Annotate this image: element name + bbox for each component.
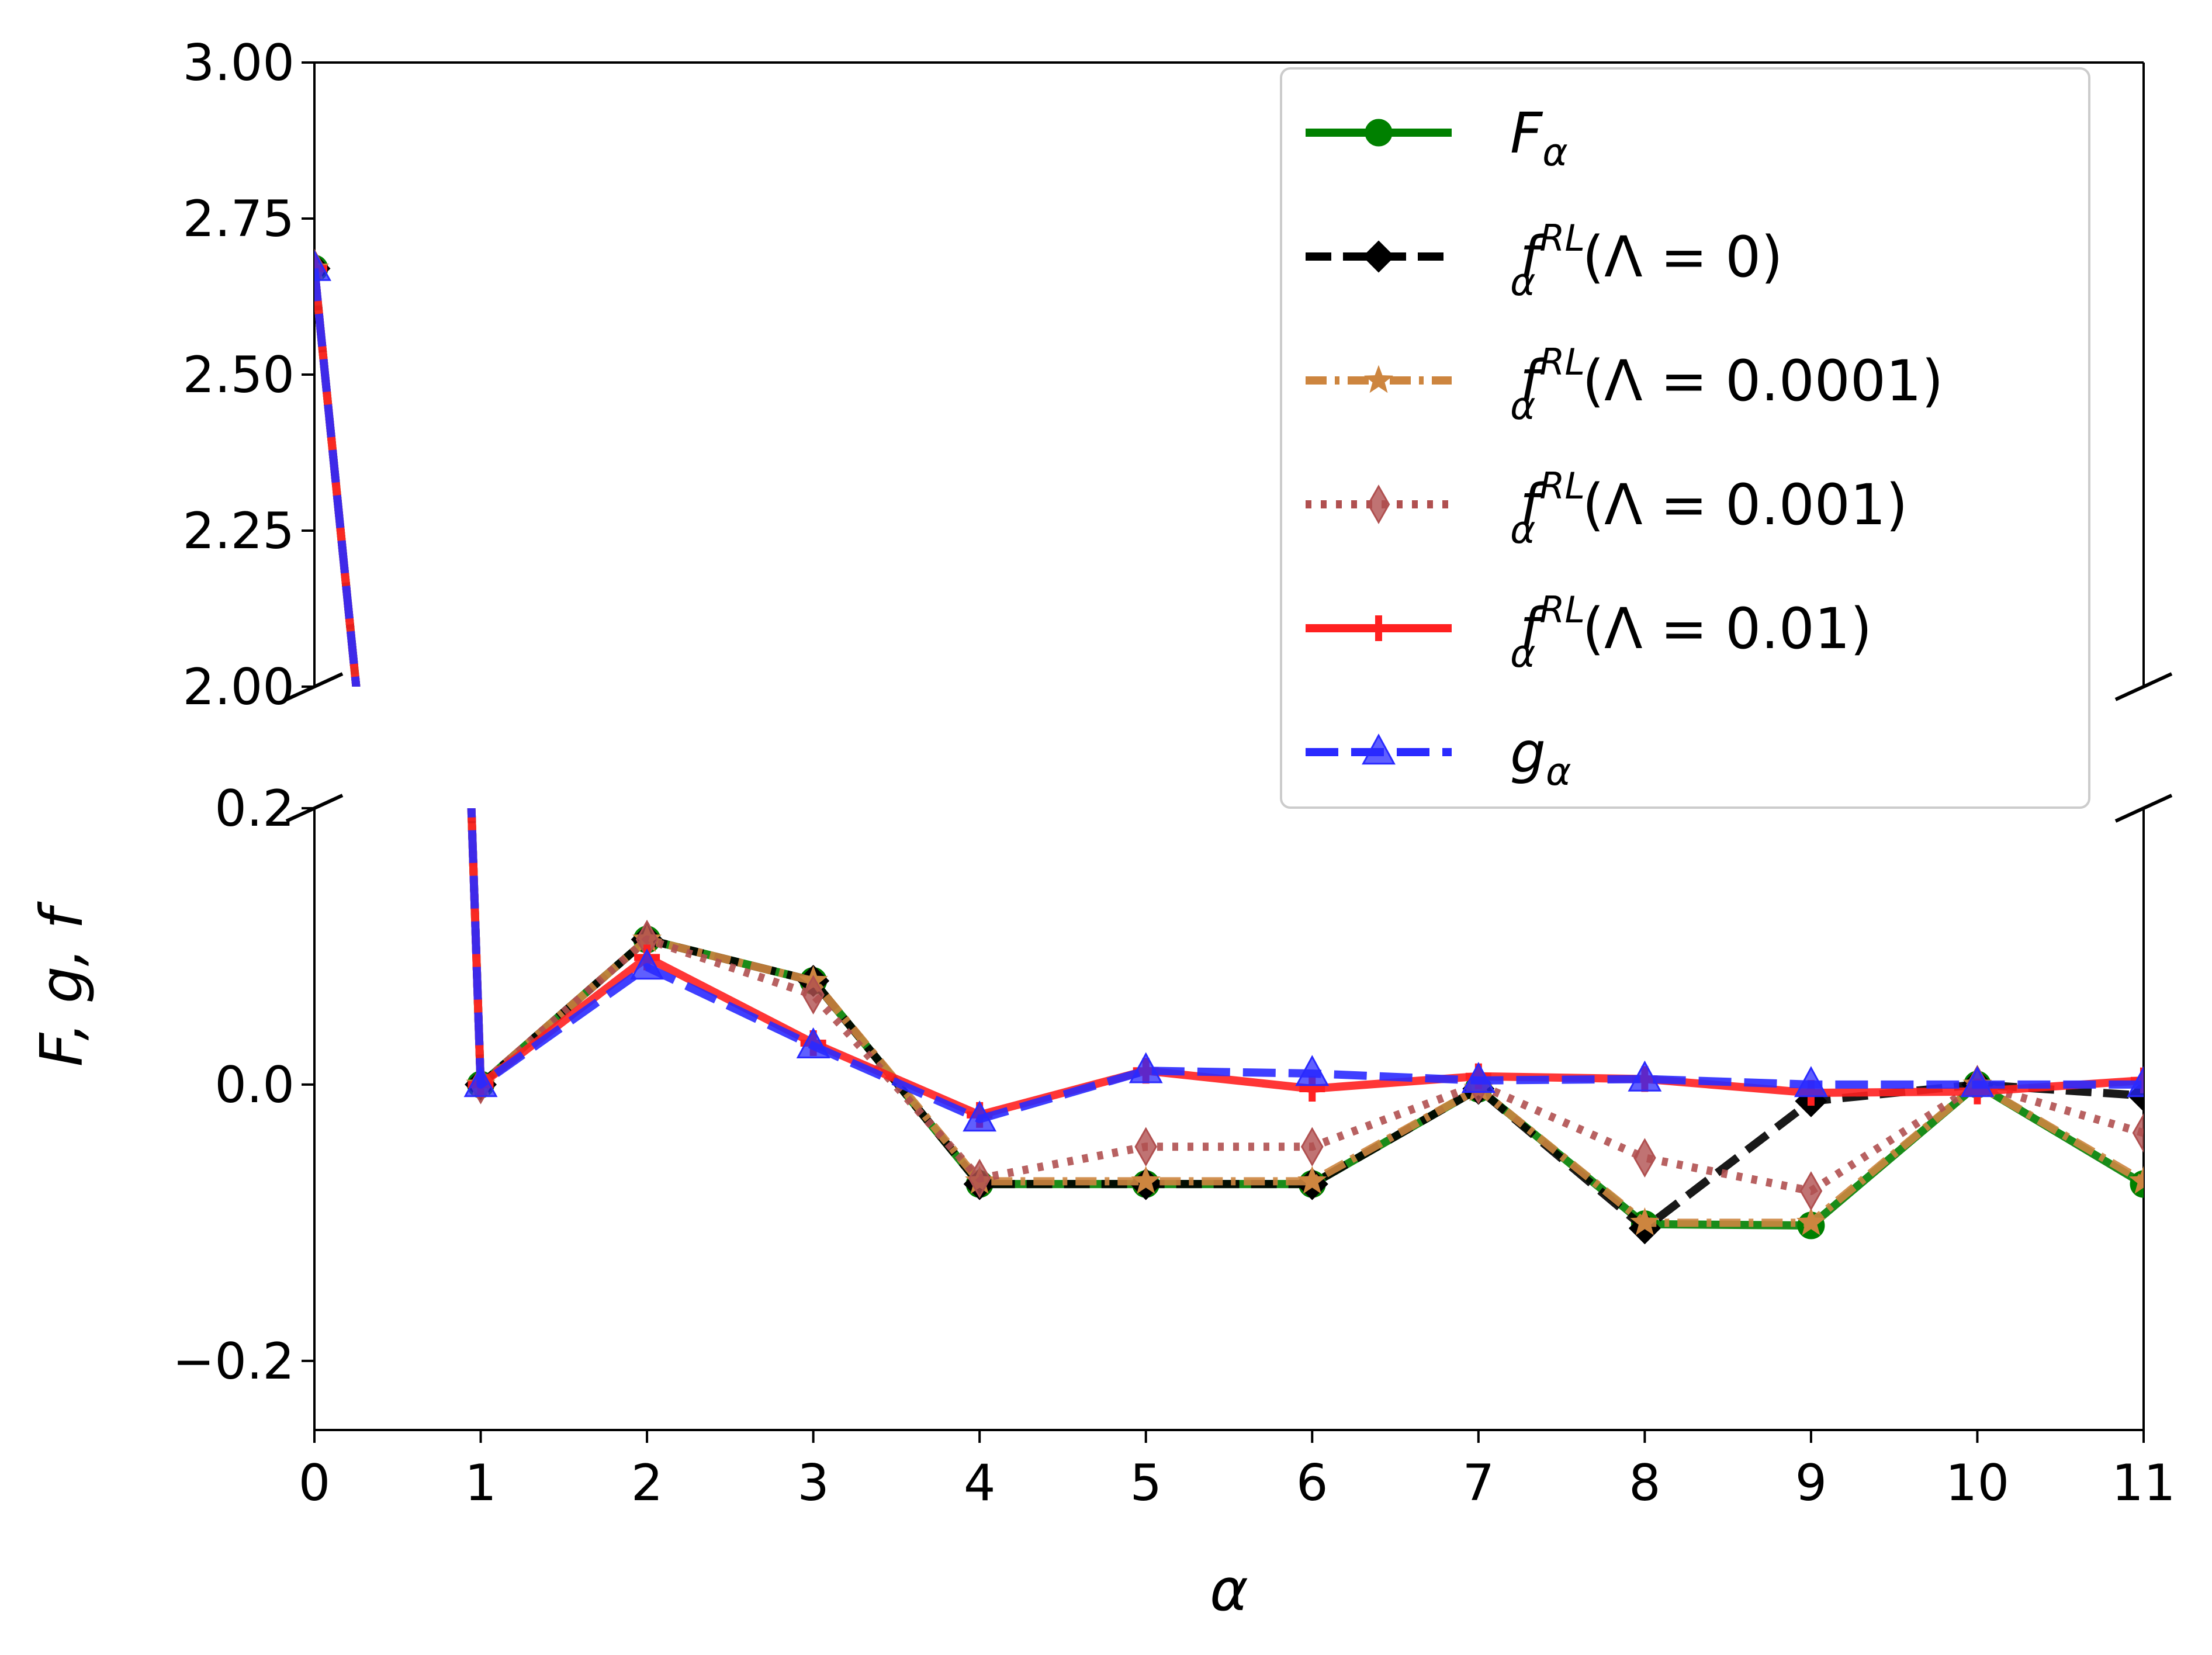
axis-labels: α F, g, f [27, 901, 1248, 1624]
series-2-point [1796, 1207, 1826, 1235]
y-tick-label: 2.00 [183, 658, 295, 716]
series-5-point [1295, 1055, 1330, 1086]
x-tick-label: 4 [964, 1454, 996, 1512]
y-tick-label: 2.25 [183, 502, 295, 560]
series-5-top [314, 250, 361, 687]
legend-label-sub: α [1546, 749, 1571, 794]
series-3-bottom [467, 808, 2144, 1211]
series-5-point [630, 948, 664, 980]
legend-sample-1 [1306, 240, 1452, 273]
series-5-point [1128, 1052, 1163, 1083]
series-5-bottom [463, 808, 2144, 1132]
legend-label-main: g [1510, 720, 1546, 785]
legend-sample-0 [1306, 119, 1452, 147]
legend-label-sup: RL [1539, 217, 1585, 259]
y-tick-label: 3.00 [183, 34, 295, 92]
legend-label-4: fRL α (Λ = 0.01) [1510, 588, 1872, 676]
legend-label-sup: RL [1539, 588, 1585, 631]
y-tick-label: 0.0 [214, 1056, 295, 1114]
series-3-point [1633, 1138, 1656, 1178]
legend-label-sub: α [1510, 507, 1536, 552]
series-3-point [1134, 1127, 1158, 1167]
series-5-point [796, 1027, 830, 1058]
x-tick-label: 5 [1130, 1454, 1162, 1512]
legend-box [1280, 67, 2090, 809]
series-4-point [2131, 1067, 2144, 1093]
series-line [467, 808, 2144, 1227]
legend-label-0: Fα [1510, 101, 1568, 175]
series-2-point [1297, 1166, 1327, 1194]
series-line [467, 808, 2144, 1195]
x-tick-label: 6 [1296, 1454, 1328, 1512]
series-2-point [1131, 1166, 1161, 1194]
series-line [467, 808, 2144, 1123]
legend-sample-3 [1306, 484, 1452, 524]
y-tick-label: 2.50 [183, 346, 295, 404]
x-tick-label: 9 [1795, 1454, 1827, 1512]
series-5-point [963, 1100, 997, 1132]
top-panel: 3.00 2.75 2.50 2.25 2.00 [183, 34, 2173, 716]
bottom-panel: 0.2 0.0 −0.2 [172, 780, 2173, 1431]
x-tick-label: 11 [2111, 1454, 2175, 1512]
x-tick-label: 8 [1629, 1454, 1661, 1512]
series-5-point [314, 250, 331, 281]
series-5-point [1794, 1066, 1828, 1097]
series-2-point [2128, 1166, 2144, 1194]
legend-label-paren: (Λ = 0) [1583, 224, 1783, 290]
y-axis-label: F, g, f [27, 901, 96, 1067]
x-tick-label: 10 [1946, 1454, 2009, 1512]
series-3-point [1799, 1171, 1823, 1211]
legend-label-paren: (Λ = 0.001) [1583, 472, 1908, 538]
legend-label-paren: (Λ = 0.01) [1583, 596, 1872, 662]
series-3-point [968, 1158, 991, 1199]
legend-marker [1363, 365, 1394, 393]
legend-label-sub: α [1510, 383, 1536, 428]
legend-sample-4 [1306, 615, 1452, 641]
axis-break-mark [2114, 794, 2173, 823]
legend-label-main: F [1510, 101, 1543, 166]
legend-marker [1366, 615, 1391, 641]
series-5-point [1960, 1066, 1995, 1097]
legend-label-sub: α [1510, 631, 1536, 676]
x-tick-label: 7 [1462, 1454, 1494, 1512]
legend-label-5: gα [1510, 720, 1571, 794]
series-3-point [2132, 1113, 2144, 1153]
legend-label-sub: α [1510, 259, 1536, 304]
x-axis-label: α [1210, 1556, 1248, 1624]
series-3-point [802, 975, 825, 1015]
legend-marker [1362, 733, 1396, 765]
series-3-point [1300, 1127, 1324, 1167]
legend-label-3: fRL α (Λ = 0.001) [1510, 465, 1908, 552]
series-5-point [1461, 1062, 1496, 1093]
x-tick-label: 1 [465, 1454, 497, 1512]
y-tick-label: −0.2 [172, 1332, 295, 1391]
legend-marker [1365, 119, 1393, 147]
x-tick-label: 3 [797, 1454, 829, 1512]
x-axis: 0 1 2 3 4 5 6 7 8 9 10 11 [299, 1430, 2176, 1512]
axis-break-mark [2114, 672, 2173, 701]
x-tick-label: 2 [631, 1454, 663, 1512]
legend-marker [1362, 240, 1395, 273]
y-tick-label: 2.75 [183, 190, 295, 248]
series-line [467, 808, 2144, 1232]
legend-sample-2 [1306, 365, 1452, 393]
series-5-point [1628, 1060, 1662, 1092]
series-5-point [463, 1066, 498, 1097]
legend-label-paren: (Λ = 0.0001) [1583, 348, 1944, 414]
legend-label-sub: α [1542, 130, 1568, 175]
y-tick-label: 0.2 [214, 780, 295, 838]
legend-sample-5 [1306, 733, 1452, 765]
legend-label-2: fRL α (Λ = 0.0001) [1510, 341, 1943, 428]
series-line [467, 808, 2144, 1119]
legend-marker [1367, 484, 1390, 524]
legend-label-sup: RL [1539, 465, 1585, 507]
x-tick-label: 0 [299, 1454, 331, 1512]
series-5-point [2127, 1066, 2144, 1097]
series-2-point [1630, 1207, 1660, 1235]
series-line-segment [314, 268, 361, 687]
legend-label-sup: RL [1539, 341, 1585, 383]
